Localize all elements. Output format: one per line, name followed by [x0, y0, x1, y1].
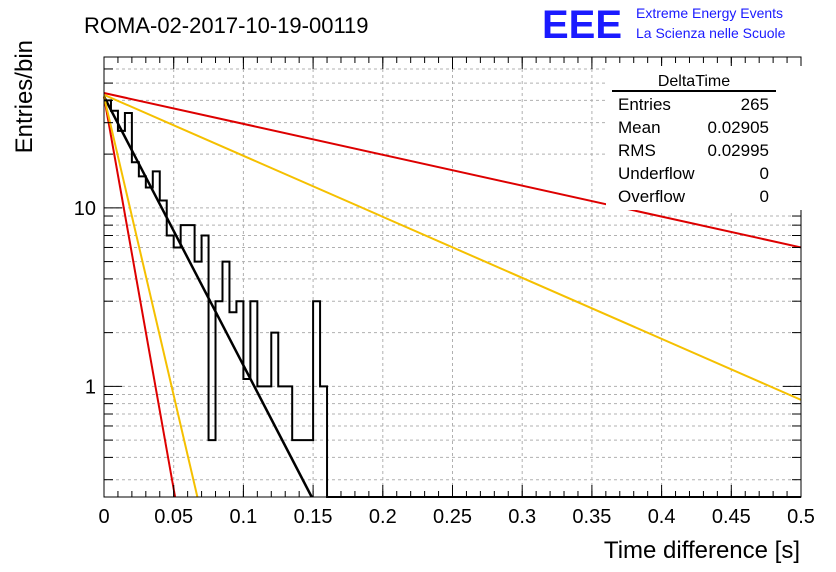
- stats-row-label: RMS: [618, 141, 656, 160]
- stats-row-value: 0: [760, 187, 769, 206]
- x-tick-label: 0.35: [572, 506, 611, 528]
- y-tick-label: 1: [85, 376, 96, 398]
- x-tick-label: 0.45: [712, 506, 751, 528]
- stats-rows: Entries 265 Mean 0.02905 RMS 0.02995 Underflow…: [618, 95, 769, 206]
- x-tick-label: 0.2: [369, 506, 397, 528]
- x-axis-label: Time difference [s]: [604, 537, 800, 564]
- y-axis-label: Entries/bin: [11, 40, 38, 153]
- stats-row-value: 0.02995: [708, 141, 769, 160]
- logo-line-2: La Scienza nelle Scuole: [636, 25, 786, 41]
- x-tick-label: 0.3: [508, 506, 536, 528]
- series-line-yellow: [103, 96, 199, 498]
- series-line-yellow: [103, 93, 802, 401]
- stats-box: DeltaTime Entries 265 Mean 0.02905 RMS 0.0299…: [606, 66, 802, 210]
- logo-line-1: Extreme Energy Events: [636, 5, 783, 21]
- series-line-red: [103, 92, 802, 249]
- stats-row-label: Underflow: [618, 164, 695, 183]
- eee-logo: EEE Extreme Energy Events La Scienza nel…: [542, 3, 786, 47]
- stats-title: DeltaTime: [658, 73, 730, 90]
- x-tick-label: 0.4: [648, 506, 676, 528]
- stats-row-value: 265: [741, 95, 769, 114]
- logo-mark: EEE: [542, 3, 622, 47]
- y-tick-label: 10: [74, 198, 96, 220]
- stats-row-value: 0: [760, 164, 769, 183]
- x-tick-label: 0.15: [294, 506, 333, 528]
- x-tick-label: 0: [98, 506, 109, 528]
- x-tick-label: 0.05: [154, 506, 193, 528]
- stats-row-label: Mean: [618, 118, 661, 137]
- stats-row-label: Overflow: [618, 187, 686, 206]
- series-line-red: [103, 96, 177, 498]
- stats-row-label: Entries: [618, 95, 671, 114]
- stats-row-value: 0.02905: [708, 118, 769, 137]
- axes: 0 0.05 0.1 0.15 0.2 0.25 0.3 0.35 0.4 0.45 0.5 1 10: [74, 56, 815, 528]
- x-tick-label: 0.1: [229, 506, 257, 528]
- run-title: ROMA-02-2017-10-19-00119: [84, 13, 369, 38]
- x-tick-label: 0.25: [433, 506, 472, 528]
- x-tick-label: 0.5: [787, 506, 815, 528]
